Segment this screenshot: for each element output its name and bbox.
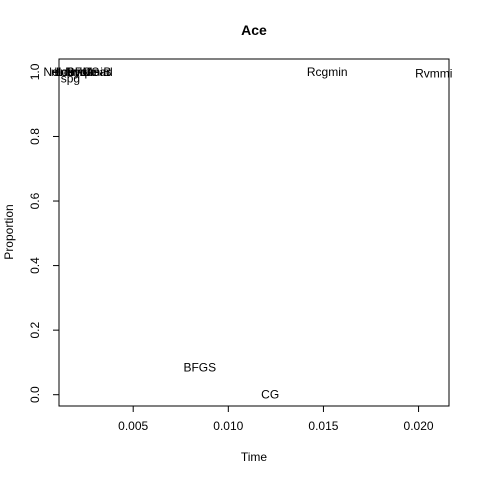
plot-frame — [58, 58, 450, 407]
y-tick-label: 0.8 — [28, 128, 42, 145]
point-label: Nelder-Mead — [43, 65, 112, 79]
x-tick-label: 0.010 — [213, 419, 243, 433]
y-tick-label: 1.0 — [28, 63, 42, 80]
x-tick-label: 0.005 — [118, 419, 148, 433]
y-tick-label: 0.2 — [28, 321, 42, 338]
point-label: nlminb — [51, 65, 87, 79]
point-label: ucminf — [55, 65, 91, 79]
y-tick-label: 0.4 — [28, 257, 42, 274]
y-axis: 0.0 0.2 0.4 0.6 0.8 1.0 — [28, 63, 60, 403]
point-label: spg — [61, 71, 80, 85]
point-label: CG — [261, 388, 279, 402]
y-axis-label: Proportion — [2, 204, 16, 259]
point-label: Rvmmi — [415, 67, 452, 81]
x-axis: 0.005 0.010 0.015 0.020 — [118, 405, 434, 433]
chart-title: Ace — [241, 22, 267, 38]
point-label: Rvmmin — [66, 65, 110, 79]
y-tick-label: 0.6 — [28, 192, 42, 209]
x-tick-label: 0.020 — [404, 419, 434, 433]
x-axis-label: Time — [241, 450, 268, 464]
point-label: L-BFGS-B — [56, 65, 111, 79]
y-tick-label: 0.0 — [28, 386, 42, 403]
point-label: Rcgmin — [307, 65, 348, 79]
point-label: bobyqa — [55, 65, 95, 79]
x-tick-label: 0.015 — [308, 419, 338, 433]
data-points: BFGS CG Rcgmin Rvmmi spgnlminbucminfNelder-M… — [43, 65, 452, 402]
point-label: BFGS — [183, 360, 216, 374]
